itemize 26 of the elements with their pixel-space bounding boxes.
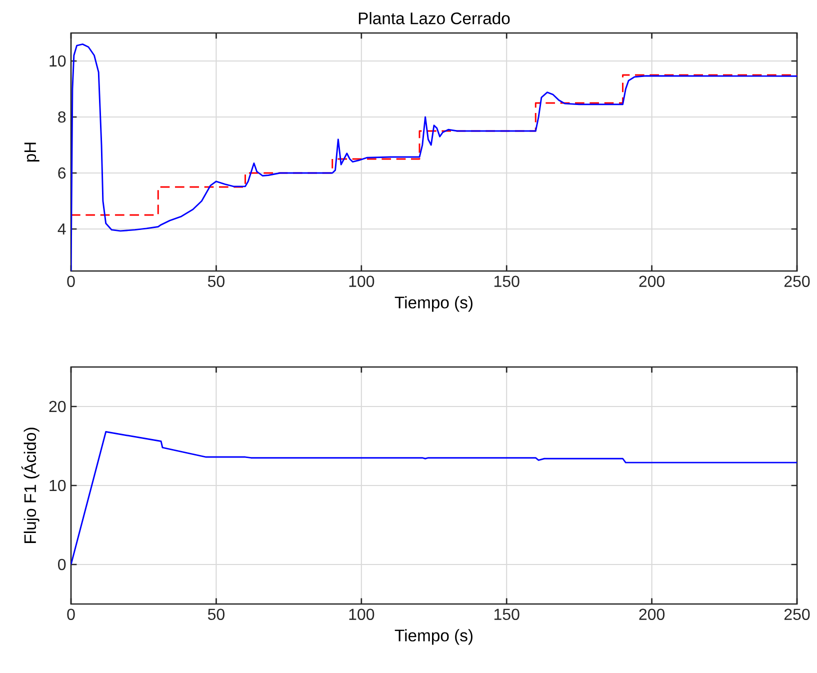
y-tick-label: 6 (58, 167, 66, 179)
x-tick-label: 50 (208, 276, 224, 288)
x-tick-label: 150 (494, 276, 520, 288)
x-tick-label: 0 (67, 276, 75, 288)
y-tick-label: 10 (50, 55, 66, 67)
x-axis-title: Tiempo (s) (394, 296, 472, 312)
x-tick-label: 200 (639, 608, 665, 620)
y-axis-title: pH (24, 142, 40, 162)
x-tick-label: 100 (349, 608, 374, 620)
line-series (71, 431, 798, 566)
line-series (71, 43, 798, 271)
x-tick-label: 200 (639, 276, 665, 288)
chart-title: Planta Lazo Cerrado (358, 12, 510, 24)
x-tick-label: 50 (208, 608, 224, 620)
x-tick-label: 0 (67, 608, 75, 620)
x-tick-label: 150 (494, 608, 520, 620)
x-axis-title: Tiempo (s) (394, 629, 472, 645)
y-tick-label: 8 (58, 111, 66, 123)
y-axis-title: Flujo F1 (Ácido) (21, 428, 40, 543)
y-tick-label: 20 (49, 400, 66, 412)
x-tick-label: 250 (784, 276, 810, 288)
y-tick-label: 4 (58, 223, 66, 234)
y-tick-label: 10 (50, 480, 66, 492)
y-tick-label: 0 (58, 558, 66, 570)
x-tick-label: 250 (784, 608, 810, 620)
x-tick-label: 100 (349, 276, 374, 288)
